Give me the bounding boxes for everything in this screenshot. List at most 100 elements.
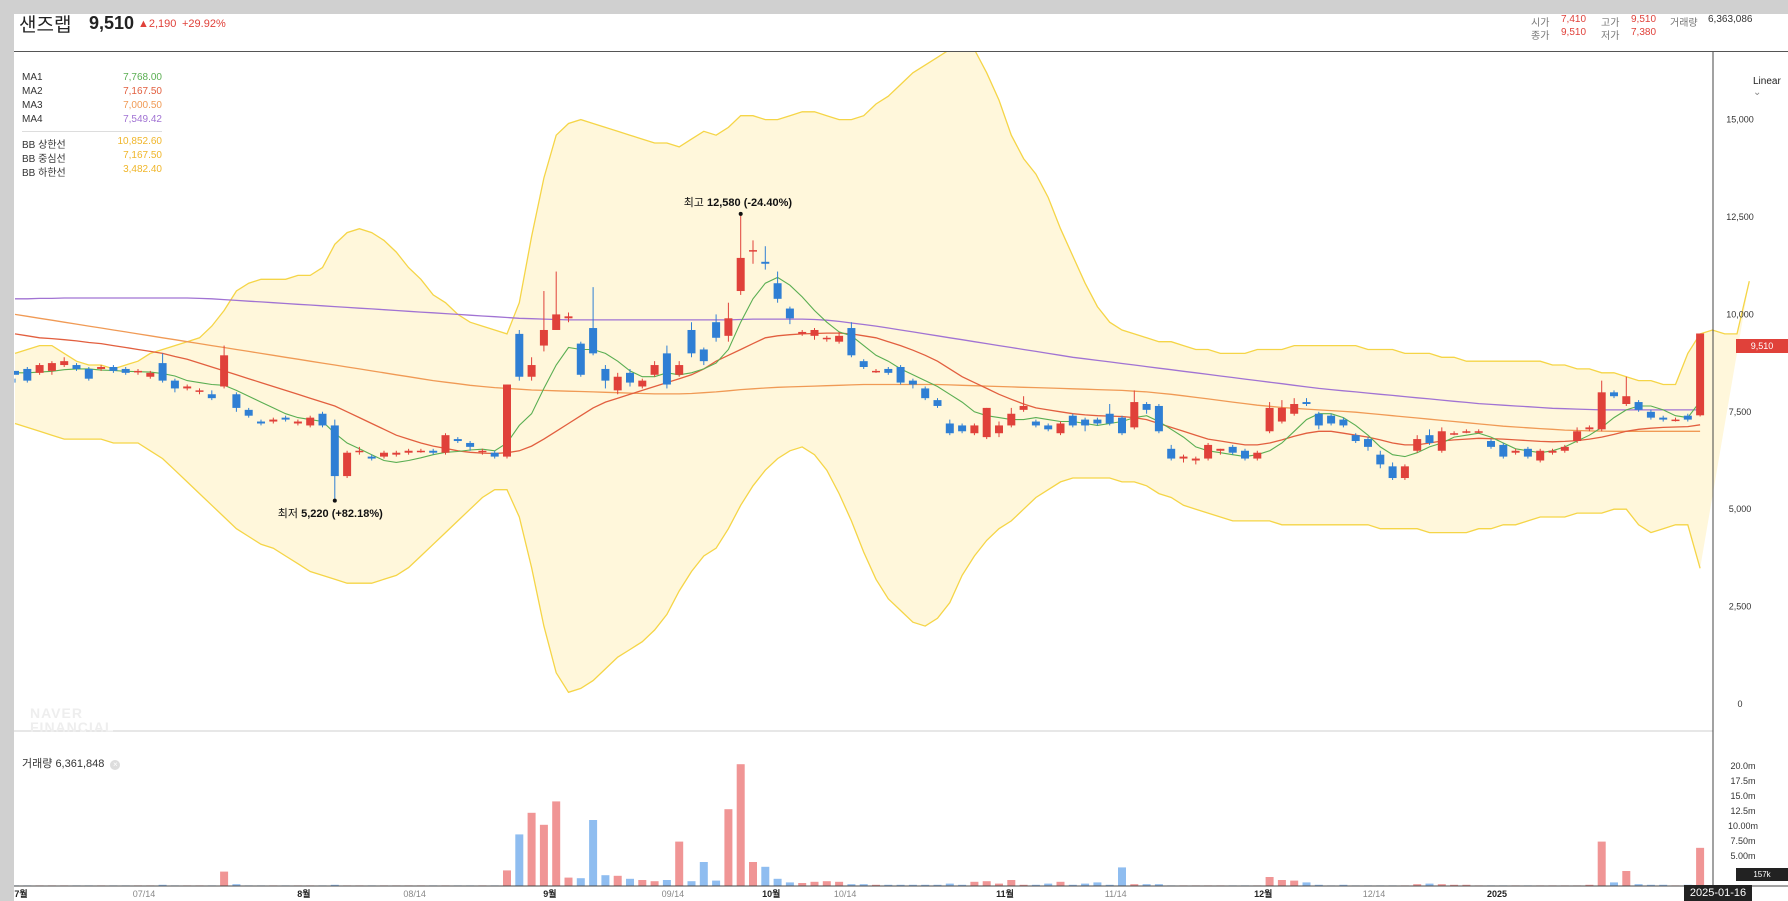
candle-body (367, 456, 376, 459)
volume-bar (687, 881, 696, 886)
chart-canvas[interactable]: 0 2,500 5,000 7,500 10,000 12,500 15,000 20.0m 1… (14, 14, 1788, 901)
volume-bar (515, 834, 524, 886)
legend-divider (22, 131, 162, 132)
volume-bar (1437, 884, 1446, 886)
x-tick-label: 9월 (543, 888, 556, 899)
candle-body (1265, 407, 1274, 432)
volume-bar (724, 809, 733, 886)
bb-upper-line (14, 44, 1750, 386)
low-value: 7,380 (1631, 27, 1657, 38)
candle-body (1413, 439, 1422, 451)
volume-tick-label: 20.0m (1730, 761, 1755, 771)
candle-body (1659, 417, 1668, 420)
legend-ma3[interactable]: MA3 7,000.50 (22, 100, 162, 111)
high-label: 고가 (1601, 18, 1620, 29)
bb-band-fill (15, 45, 1750, 693)
stock-name: 샌즈랩 (19, 15, 72, 36)
legend-bb-lower[interactable]: BB 하한선 3,482.40 (22, 164, 162, 179)
candle-body (1167, 448, 1176, 459)
volume-header-label: 거래량 (1670, 18, 1698, 29)
candle-body (1277, 407, 1286, 422)
candle-body (736, 257, 745, 292)
volume-bar (995, 883, 1003, 886)
ma1-line (15, 276, 1701, 463)
volume-bar (1634, 884, 1643, 886)
candle-body (995, 425, 1003, 434)
candle-body (134, 370, 142, 373)
candle-body (945, 423, 954, 434)
volume-bar (1339, 884, 1348, 886)
candle-body (503, 384, 511, 457)
candle-body (1031, 421, 1040, 426)
volume-tick-label: 17.5m (1730, 776, 1755, 786)
candle-body (1179, 456, 1188, 459)
volume-bar (712, 880, 721, 886)
candle-body (859, 361, 868, 367)
y-tick-label: 7,500 (1729, 407, 1752, 417)
y-tick-label: 15,000 (1726, 115, 1754, 125)
candle-body (749, 250, 757, 252)
candle-body (429, 450, 438, 453)
candle-body (109, 366, 118, 371)
candle-body (1019, 405, 1028, 410)
volume-bar (232, 884, 241, 886)
candle-body (416, 450, 425, 453)
candle-body (810, 329, 819, 336)
open-value: 7,410 (1561, 14, 1587, 25)
candle-body (626, 372, 634, 383)
volume-bar (1696, 847, 1705, 886)
candle-body (527, 365, 536, 377)
candle-body (958, 425, 967, 432)
candle-body (404, 450, 413, 453)
candle-body (539, 329, 548, 346)
candle-body (146, 372, 155, 377)
candle-body (207, 394, 216, 399)
legend-ma4[interactable]: MA4 7,549.42 (22, 114, 162, 125)
volume-bar (847, 884, 856, 886)
candle-body (1118, 417, 1126, 434)
y-tick-label: 2,500 (1729, 602, 1752, 612)
candle-body (257, 421, 265, 424)
candle-body (798, 331, 807, 334)
candle-body (1314, 413, 1323, 426)
candle-body (1560, 446, 1569, 451)
legend-ma1[interactable]: MA1 7,768.00 (22, 72, 162, 83)
candle-body (1487, 441, 1495, 447)
volume-bar (785, 882, 794, 886)
candle-body (380, 452, 388, 457)
volume-bar (908, 884, 917, 886)
candle-body (1536, 450, 1545, 461)
candle-body (872, 370, 880, 373)
candle-body (847, 328, 856, 356)
legend-ma2[interactable]: MA2 7,167.50 (22, 86, 162, 97)
candle-body (23, 368, 32, 381)
volume-bar (1056, 881, 1065, 886)
candle-body (1523, 448, 1532, 457)
candle-body (1142, 404, 1151, 410)
candle-body (220, 355, 229, 387)
candle-body (1056, 423, 1065, 434)
legend-bb-upper[interactable]: BB 상한선 10,852.60 (22, 136, 162, 151)
candle-body (724, 318, 733, 336)
volume-bar (1044, 883, 1053, 886)
candle-body (72, 365, 81, 369)
close-label: 종가 (1531, 31, 1550, 42)
candle-body (564, 316, 573, 319)
candle-body (576, 343, 585, 375)
y-tick-label: 12,500 (1726, 212, 1754, 222)
x-tick-label: 12월 (1254, 888, 1272, 899)
x-tick-label: 09/14 (662, 889, 685, 899)
close-icon[interactable]: × (110, 760, 121, 770)
volume-bar (810, 881, 819, 886)
volume-bar (1019, 884, 1028, 886)
x-tick-label: 11월 (996, 888, 1014, 899)
candle-body (761, 261, 770, 264)
legend-bb-middle[interactable]: BB 중심선 7,167.50 (22, 150, 162, 165)
chart-frame: 0 2,500 5,000 7,500 10,000 12,500 15,000 20.0m 1… (14, 14, 1788, 901)
volume-bar (503, 870, 511, 886)
volume-bar (835, 881, 844, 886)
candle-body (1241, 450, 1249, 459)
candle-body (392, 452, 401, 455)
candle-body (1597, 392, 1606, 430)
scale-mode-dropdown[interactable]: Linear ⌄ (1753, 76, 1781, 98)
